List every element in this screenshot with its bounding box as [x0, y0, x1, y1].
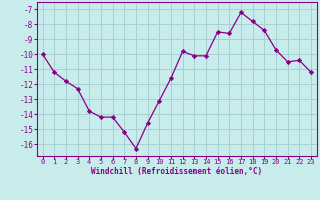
X-axis label: Windchill (Refroidissement éolien,°C): Windchill (Refroidissement éolien,°C)	[91, 167, 262, 176]
